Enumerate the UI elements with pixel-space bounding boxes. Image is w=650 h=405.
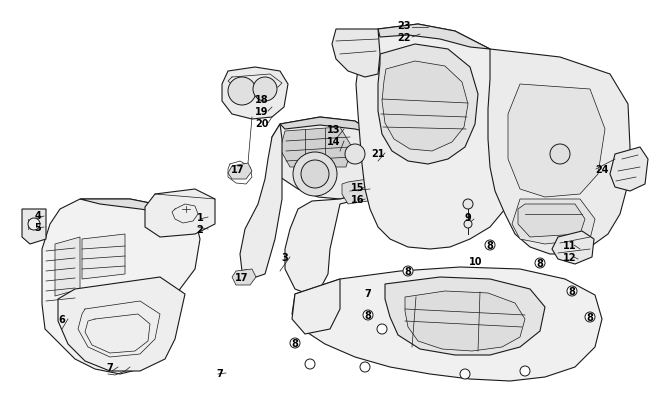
- Circle shape: [228, 78, 256, 106]
- Text: 19: 19: [255, 107, 268, 117]
- Circle shape: [290, 338, 300, 348]
- Text: 8: 8: [586, 312, 593, 322]
- Text: 8: 8: [569, 286, 575, 296]
- Circle shape: [377, 324, 387, 334]
- Circle shape: [363, 310, 373, 320]
- Text: 6: 6: [58, 314, 66, 324]
- Text: 22: 22: [397, 33, 411, 43]
- Polygon shape: [332, 30, 380, 78]
- Circle shape: [301, 161, 329, 189]
- Text: 3: 3: [281, 252, 289, 262]
- Text: 10: 10: [469, 256, 483, 266]
- Text: 8: 8: [487, 241, 493, 250]
- Polygon shape: [280, 118, 375, 135]
- Text: 18: 18: [255, 95, 269, 105]
- Polygon shape: [228, 164, 252, 179]
- Polygon shape: [378, 25, 490, 50]
- Polygon shape: [512, 200, 595, 244]
- Text: 2: 2: [196, 224, 203, 234]
- Circle shape: [360, 362, 370, 372]
- Circle shape: [239, 270, 253, 284]
- Text: 4: 4: [34, 211, 42, 220]
- Text: 8: 8: [404, 266, 411, 276]
- Polygon shape: [285, 135, 380, 294]
- Circle shape: [585, 312, 595, 322]
- Polygon shape: [145, 190, 215, 237]
- Text: 17: 17: [235, 272, 249, 282]
- Text: 17: 17: [231, 164, 245, 175]
- Polygon shape: [292, 279, 340, 334]
- Polygon shape: [22, 209, 46, 244]
- Text: 1: 1: [196, 213, 203, 222]
- Text: 16: 16: [351, 194, 365, 205]
- Text: 20: 20: [255, 119, 268, 129]
- Polygon shape: [240, 125, 282, 279]
- Polygon shape: [356, 25, 520, 249]
- Polygon shape: [222, 68, 288, 120]
- Circle shape: [535, 258, 545, 269]
- Text: 12: 12: [564, 252, 577, 262]
- Polygon shape: [272, 118, 380, 200]
- Text: 14: 14: [327, 136, 341, 147]
- Text: 8: 8: [536, 258, 543, 269]
- Circle shape: [463, 200, 473, 209]
- Polygon shape: [55, 237, 80, 296]
- Polygon shape: [382, 62, 468, 151]
- Polygon shape: [280, 128, 352, 168]
- Circle shape: [403, 266, 413, 276]
- Circle shape: [485, 241, 495, 250]
- Polygon shape: [385, 277, 545, 355]
- Polygon shape: [610, 148, 648, 192]
- Polygon shape: [552, 231, 594, 264]
- Text: 9: 9: [465, 213, 471, 222]
- Text: 7: 7: [365, 288, 371, 298]
- Circle shape: [28, 218, 40, 230]
- Polygon shape: [518, 205, 585, 237]
- Polygon shape: [508, 85, 605, 198]
- Circle shape: [520, 366, 530, 376]
- Polygon shape: [82, 234, 125, 279]
- Text: 13: 13: [327, 125, 341, 135]
- Circle shape: [567, 286, 577, 296]
- Text: 7: 7: [216, 368, 224, 378]
- Text: 21: 21: [371, 149, 385, 159]
- Polygon shape: [405, 291, 525, 351]
- Polygon shape: [342, 179, 374, 205]
- Polygon shape: [80, 200, 195, 220]
- Polygon shape: [58, 277, 185, 371]
- Text: 8: 8: [292, 338, 298, 348]
- Text: 5: 5: [34, 222, 42, 232]
- Text: 15: 15: [351, 183, 365, 192]
- Text: 23: 23: [397, 21, 411, 31]
- Polygon shape: [488, 50, 630, 254]
- Text: 8: 8: [365, 310, 371, 320]
- Polygon shape: [292, 267, 602, 381]
- Circle shape: [253, 78, 277, 102]
- Text: 11: 11: [564, 241, 577, 250]
- Text: 24: 24: [595, 164, 609, 175]
- Polygon shape: [42, 200, 200, 374]
- Circle shape: [460, 369, 470, 379]
- Circle shape: [293, 153, 337, 196]
- Circle shape: [345, 145, 365, 164]
- Polygon shape: [232, 269, 256, 285]
- Text: 7: 7: [107, 362, 113, 372]
- Polygon shape: [378, 45, 478, 164]
- Circle shape: [464, 220, 472, 228]
- Circle shape: [305, 359, 315, 369]
- Circle shape: [550, 145, 570, 164]
